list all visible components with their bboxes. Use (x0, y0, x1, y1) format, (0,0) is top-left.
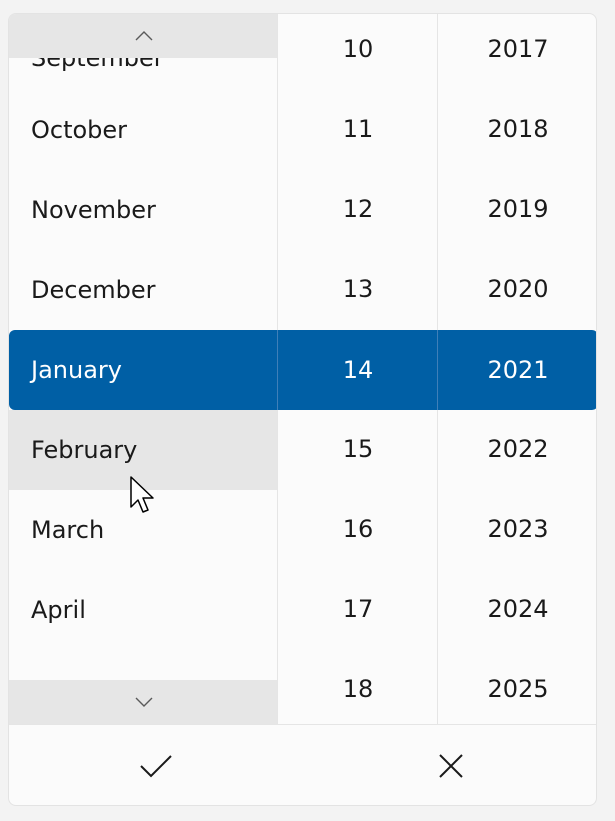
selection-divider (277, 330, 278, 410)
year-item[interactable]: 2018 (438, 89, 596, 169)
year-label: 2020 (487, 275, 549, 303)
day-item[interactable]: 15 (278, 409, 438, 489)
selection-divider (437, 330, 438, 410)
month-label: November (31, 196, 156, 224)
month-item[interactable]: November (9, 170, 278, 250)
month-item[interactable]: March (9, 490, 278, 570)
year-item[interactable]: 2020 (438, 249, 596, 329)
year-item[interactable]: 2019 (438, 169, 596, 249)
chevron-down-icon (135, 697, 152, 707)
chevron-up-icon (135, 31, 152, 41)
mouse-cursor-icon (130, 476, 154, 513)
month-label: February (31, 436, 138, 464)
month-item[interactable]: April (9, 570, 278, 650)
day-label: 12 (342, 195, 374, 223)
selected-year: 2021 (487, 356, 549, 384)
month-label: April (31, 596, 86, 624)
day-label: 11 (342, 115, 374, 143)
day-label: 13 (342, 275, 374, 303)
month-column[interactable]: September October November December Febr… (9, 14, 278, 724)
year-column[interactable]: 2017 2018 2019 2020 2022 2023 2024 2025 (438, 14, 596, 724)
close-icon (439, 754, 463, 778)
year-label: 2023 (487, 515, 549, 543)
year-item[interactable]: 2023 (438, 489, 596, 569)
year-label: 2025 (487, 675, 549, 703)
month-item-hovered[interactable]: February (9, 410, 278, 490)
year-item[interactable]: 2022 (438, 409, 596, 489)
year-item[interactable]: 2025 (438, 649, 596, 724)
year-item[interactable]: 2017 (438, 14, 596, 89)
day-item[interactable]: 11 (278, 89, 438, 169)
selected-date-row[interactable]: January 14 2021 (9, 330, 596, 410)
year-label: 2017 (487, 35, 549, 63)
date-picker-flyout: September October November December Febr… (8, 13, 597, 806)
day-label: 15 (342, 435, 374, 463)
dismiss-button[interactable] (304, 725, 596, 805)
day-item[interactable]: 13 (278, 249, 438, 329)
month-label: October (31, 116, 128, 144)
accept-button[interactable] (9, 725, 303, 805)
day-label: 10 (342, 35, 374, 63)
scroll-up-button[interactable] (9, 14, 278, 58)
month-label: December (31, 276, 156, 304)
picker-columns: September October November December Febr… (9, 14, 596, 724)
day-item[interactable]: 18 (278, 649, 438, 724)
year-label: 2024 (487, 595, 549, 623)
day-item[interactable]: 16 (278, 489, 438, 569)
selected-day: 14 (342, 356, 374, 384)
day-item[interactable]: 10 (278, 14, 438, 89)
year-label: 2019 (487, 195, 549, 223)
picker-footer (9, 724, 596, 805)
month-item[interactable]: December (9, 250, 278, 330)
day-label: 17 (342, 595, 374, 623)
selected-month: January (31, 356, 122, 384)
day-item[interactable]: 17 (278, 569, 438, 649)
month-item[interactable]: October (9, 90, 278, 170)
month-label: March (31, 516, 105, 544)
day-label: 16 (342, 515, 374, 543)
year-item[interactable]: 2024 (438, 569, 596, 649)
day-label: 18 (342, 675, 374, 703)
day-item[interactable]: 12 (278, 169, 438, 249)
year-label: 2018 (487, 115, 549, 143)
checkmark-icon (140, 755, 172, 778)
day-column[interactable]: 10 11 12 13 15 16 17 18 (278, 14, 438, 724)
scroll-down-button[interactable] (9, 680, 278, 724)
year-label: 2022 (487, 435, 549, 463)
